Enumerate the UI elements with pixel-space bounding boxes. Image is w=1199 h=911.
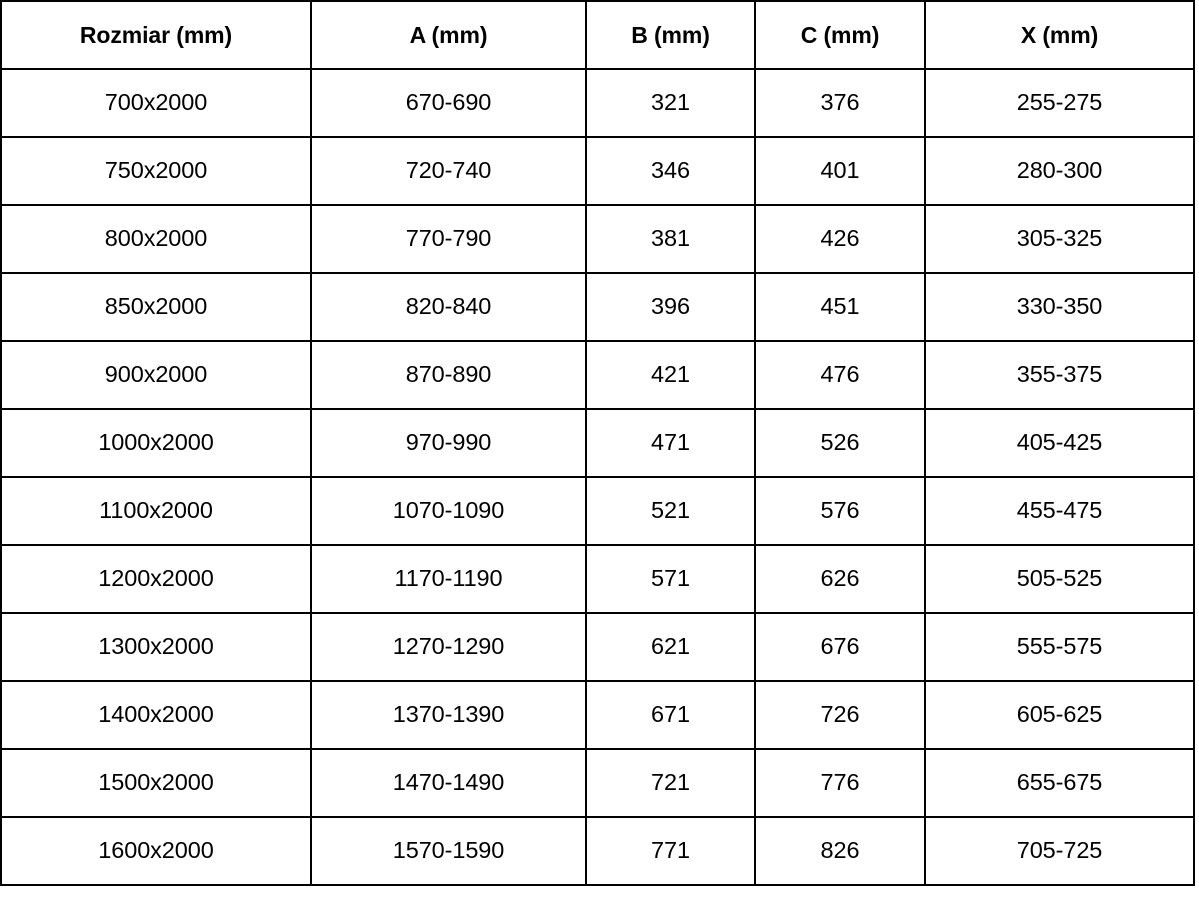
cell-a: 870-890: [311, 341, 587, 410]
cell-x: 355-375: [925, 341, 1195, 410]
cell-c: 401: [755, 137, 926, 206]
cell-a: 1270-1290: [311, 613, 587, 682]
cell-size: 750x2000: [1, 137, 312, 206]
cell-size: 1000x2000: [1, 409, 312, 478]
cell-c: 476: [755, 341, 926, 410]
cell-x: 280-300: [925, 137, 1195, 206]
cell-a: 1570-1590: [311, 817, 587, 886]
table-row: 1200x2000 1170-1190 571 626 505-525: [1, 545, 1195, 614]
cell-b: 396: [586, 273, 756, 342]
cell-x: 505-525: [925, 545, 1195, 614]
cell-a: 1470-1490: [311, 749, 587, 818]
table-row: 1300x2000 1270-1290 621 676 555-575: [1, 613, 1195, 682]
cell-x: 655-675: [925, 749, 1195, 818]
cell-b: 421: [586, 341, 756, 410]
cell-c: 576: [755, 477, 926, 546]
cell-b: 381: [586, 205, 756, 274]
cell-b: 771: [586, 817, 756, 886]
table-row: 1600x2000 1570-1590 771 826 705-725: [1, 817, 1195, 886]
cell-b: 721: [586, 749, 756, 818]
cell-a: 720-740: [311, 137, 587, 206]
cell-size: 1100x2000: [1, 477, 312, 546]
table-header-row: Rozmiar (mm) A (mm) B (mm) C (mm) X (mm): [1, 1, 1195, 70]
cell-c: 726: [755, 681, 926, 750]
cell-size: 850x2000: [1, 273, 312, 342]
cell-b: 521: [586, 477, 756, 546]
cell-b: 621: [586, 613, 756, 682]
table-body: 700x2000 670-690 321 376 255-275 750x2000 720-…: [1, 69, 1195, 886]
table-row: 1100x2000 1070-1090 521 576 455-475: [1, 477, 1195, 546]
cell-size: 1200x2000: [1, 545, 312, 614]
cell-x: 330-350: [925, 273, 1195, 342]
cell-size: 700x2000: [1, 69, 312, 138]
cell-c: 776: [755, 749, 926, 818]
column-header-b: B (mm): [586, 1, 756, 70]
table-row: 1000x2000 970-990 471 526 405-425: [1, 409, 1195, 478]
cell-x: 605-625: [925, 681, 1195, 750]
cell-c: 676: [755, 613, 926, 682]
cell-a: 670-690: [311, 69, 587, 138]
cell-c: 426: [755, 205, 926, 274]
cell-a: 820-840: [311, 273, 587, 342]
cell-a: 1070-1090: [311, 477, 587, 546]
cell-a: 970-990: [311, 409, 587, 478]
cell-c: 826: [755, 817, 926, 886]
cell-a: 770-790: [311, 205, 587, 274]
cell-c: 451: [755, 273, 926, 342]
column-header-a: A (mm): [311, 1, 587, 70]
cell-size: 1400x2000: [1, 681, 312, 750]
cell-x: 555-575: [925, 613, 1195, 682]
table-row: 750x2000 720-740 346 401 280-300: [1, 137, 1195, 206]
cell-x: 305-325: [925, 205, 1195, 274]
cell-a: 1370-1390: [311, 681, 587, 750]
cell-b: 571: [586, 545, 756, 614]
table-row: 900x2000 870-890 421 476 355-375: [1, 341, 1195, 410]
table-row: 850x2000 820-840 396 451 330-350: [1, 273, 1195, 342]
cell-x: 455-475: [925, 477, 1195, 546]
table-row: 1500x2000 1470-1490 721 776 655-675: [1, 749, 1195, 818]
column-header-c: C (mm): [755, 1, 926, 70]
cell-size: 1500x2000: [1, 749, 312, 818]
cell-x: 405-425: [925, 409, 1195, 478]
table-row: 700x2000 670-690 321 376 255-275: [1, 69, 1195, 138]
cell-c: 626: [755, 545, 926, 614]
table-row: 1400x2000 1370-1390 671 726 605-625: [1, 681, 1195, 750]
cell-c: 376: [755, 69, 926, 138]
cell-b: 471: [586, 409, 756, 478]
cell-c: 526: [755, 409, 926, 478]
cell-x: 255-275: [925, 69, 1195, 138]
cell-x: 705-725: [925, 817, 1195, 886]
cell-size: 800x2000: [1, 205, 312, 274]
table-header: Rozmiar (mm) A (mm) B (mm) C (mm) X (mm): [1, 1, 1195, 70]
cell-size: 1600x2000: [1, 817, 312, 886]
column-header-size: Rozmiar (mm): [1, 1, 312, 70]
cell-b: 346: [586, 137, 756, 206]
column-header-x: X (mm): [925, 1, 1195, 70]
size-table: Rozmiar (mm) A (mm) B (mm) C (mm) X (mm)…: [0, 0, 1195, 886]
cell-b: 671: [586, 681, 756, 750]
table-row: 800x2000 770-790 381 426 305-325: [1, 205, 1195, 274]
cell-b: 321: [586, 69, 756, 138]
cell-a: 1170-1190: [311, 545, 587, 614]
cell-size: 1300x2000: [1, 613, 312, 682]
cell-size: 900x2000: [1, 341, 312, 410]
